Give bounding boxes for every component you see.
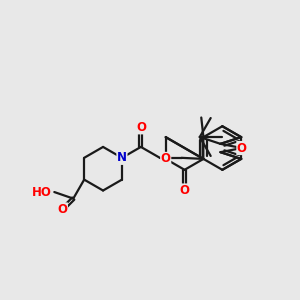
Text: O: O: [136, 121, 146, 134]
Text: O: O: [57, 203, 68, 216]
Text: N: N: [117, 151, 127, 164]
Text: O: O: [161, 152, 171, 165]
Text: HO: HO: [32, 185, 51, 199]
Text: O: O: [237, 142, 247, 154]
Text: O: O: [180, 184, 190, 197]
